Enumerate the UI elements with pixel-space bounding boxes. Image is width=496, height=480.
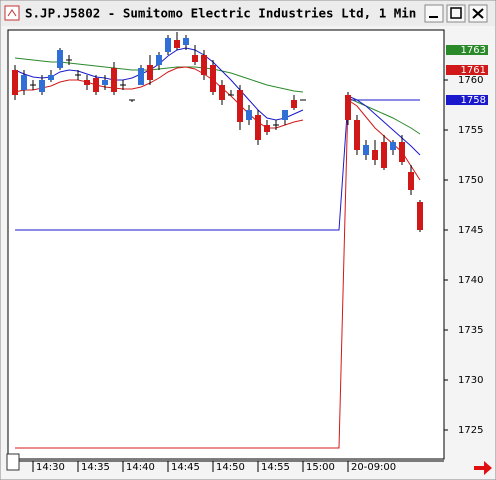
candle-body: [354, 120, 360, 150]
last-value-box: [446, 95, 488, 105]
y-tick-label: 1755: [458, 125, 483, 136]
candle-body: [111, 68, 117, 92]
x-tick-label: 14:55: [261, 462, 290, 473]
candle-body: [408, 172, 414, 190]
x-tick-label: 14:35: [81, 462, 110, 473]
candle-body: [93, 78, 99, 92]
x-tick-label: 14:50: [216, 462, 245, 473]
x-tick-label: 15:00: [306, 462, 335, 473]
maximize-glyph: [450, 7, 462, 19]
candle-body: [219, 85, 225, 100]
y-tick-label: 1745: [458, 225, 483, 236]
x-tick-label: 14:30: [36, 462, 65, 473]
plot-area: [7, 29, 445, 460]
candle-body: [372, 150, 378, 160]
candle-body: [39, 80, 45, 92]
candle-body: [282, 110, 288, 120]
candle-body: [57, 50, 63, 68]
y-tick-label: 1750: [458, 175, 483, 186]
candle-body: [48, 75, 54, 80]
scroll-box[interactable]: [6, 453, 20, 471]
candle-body: [390, 142, 396, 150]
y-tick-label: 1735: [458, 325, 483, 336]
app-icon: [4, 5, 20, 21]
candle-body: [201, 55, 207, 75]
window-title: S.JP.J5802 - Sumitomo Electric Industrie…: [25, 6, 416, 21]
y-tick-label: 1740: [458, 275, 483, 286]
candle-body: [246, 110, 252, 120]
last-value-label: 1758: [461, 95, 486, 106]
candle-body: [138, 68, 144, 85]
candle-body: [156, 55, 162, 65]
y-tick-label: 1760: [458, 75, 483, 86]
candle-body: [291, 100, 297, 108]
candle-body: [363, 145, 369, 155]
candle-body: [12, 70, 18, 95]
y-tick-label: 1725: [458, 425, 483, 436]
line: [15, 99, 349, 449]
candle-body: [399, 142, 405, 162]
title-bar: [1, 1, 495, 26]
candle-body: [210, 65, 216, 92]
candle-body: [147, 65, 153, 80]
candle-body: [174, 40, 180, 48]
candle-body: [84, 80, 90, 85]
candle-body: [183, 38, 189, 45]
last-value-box: [446, 65, 488, 75]
x-tick-label: 20-09:00: [351, 462, 396, 473]
line: [15, 99, 420, 231]
x-tick-label: 14:40: [126, 462, 155, 473]
candle-body: [264, 125, 270, 132]
minimize-button[interactable]: [424, 4, 444, 23]
candle-body: [237, 90, 243, 122]
candle-body: [21, 75, 27, 90]
candle-body: [165, 38, 171, 52]
last-value-box: [446, 45, 488, 55]
candle-body: [417, 202, 423, 230]
candle-body: [102, 80, 108, 85]
last-value-label: 1761: [461, 65, 486, 76]
y-tick-label: 1730: [458, 375, 483, 386]
candle-body: [192, 55, 198, 62]
scroll-arrow[interactable]: [474, 461, 492, 475]
app-icon-glyph: [7, 9, 17, 17]
close-glyph: [472, 8, 484, 19]
x-tick-label: 14:45: [171, 462, 200, 473]
candle-body: [255, 115, 261, 140]
candle-body: [345, 95, 351, 120]
last-value-label: 1763: [461, 45, 486, 56]
candle-body: [381, 142, 387, 168]
